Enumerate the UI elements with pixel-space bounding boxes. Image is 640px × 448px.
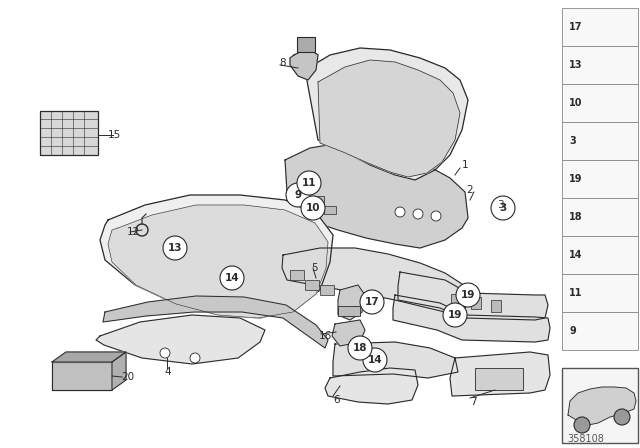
Text: 15: 15 bbox=[108, 130, 120, 140]
Bar bbox=[338, 306, 360, 316]
Bar bbox=[320, 285, 334, 295]
Text: 16: 16 bbox=[318, 331, 332, 341]
Circle shape bbox=[301, 196, 325, 220]
Bar bbox=[40, 111, 98, 155]
Polygon shape bbox=[108, 205, 328, 318]
Bar bbox=[324, 206, 336, 214]
Circle shape bbox=[413, 209, 423, 219]
Text: 358108: 358108 bbox=[567, 434, 604, 444]
Bar bbox=[312, 196, 324, 204]
Circle shape bbox=[491, 196, 515, 220]
Text: 18: 18 bbox=[353, 343, 367, 353]
Text: 13: 13 bbox=[569, 60, 582, 70]
Text: 5: 5 bbox=[312, 263, 318, 273]
Polygon shape bbox=[100, 195, 333, 318]
Circle shape bbox=[348, 336, 372, 360]
Bar bbox=[562, 46, 638, 84]
Polygon shape bbox=[338, 285, 365, 320]
Bar bbox=[491, 300, 501, 312]
Circle shape bbox=[360, 290, 384, 314]
Circle shape bbox=[456, 283, 480, 307]
Bar bbox=[471, 297, 481, 309]
Text: 8: 8 bbox=[280, 58, 286, 68]
Circle shape bbox=[443, 303, 467, 327]
Polygon shape bbox=[398, 272, 548, 320]
Circle shape bbox=[220, 266, 244, 290]
Bar bbox=[305, 280, 319, 290]
Polygon shape bbox=[96, 315, 265, 364]
Bar bbox=[562, 8, 638, 46]
Text: 17: 17 bbox=[365, 297, 380, 307]
Text: 19: 19 bbox=[461, 290, 475, 300]
Text: 9: 9 bbox=[569, 326, 576, 336]
Text: 4: 4 bbox=[164, 367, 172, 377]
Text: 20: 20 bbox=[122, 372, 134, 382]
Polygon shape bbox=[393, 295, 550, 342]
Polygon shape bbox=[290, 48, 318, 80]
Text: 14: 14 bbox=[368, 355, 382, 365]
Circle shape bbox=[363, 348, 387, 372]
Circle shape bbox=[431, 211, 441, 221]
Text: 11: 11 bbox=[301, 178, 316, 188]
Polygon shape bbox=[332, 320, 365, 346]
Text: 19: 19 bbox=[569, 174, 582, 184]
Text: 19: 19 bbox=[448, 310, 462, 320]
Bar bbox=[562, 368, 638, 443]
Polygon shape bbox=[318, 60, 460, 177]
Text: 7: 7 bbox=[470, 397, 476, 407]
Text: 14: 14 bbox=[569, 250, 582, 260]
Text: 11: 11 bbox=[569, 288, 582, 298]
Text: 18: 18 bbox=[569, 212, 582, 222]
Polygon shape bbox=[52, 352, 126, 362]
Polygon shape bbox=[282, 248, 468, 315]
Text: 2: 2 bbox=[467, 185, 474, 195]
Bar bbox=[562, 160, 638, 198]
Polygon shape bbox=[305, 48, 468, 180]
Text: 3: 3 bbox=[497, 200, 503, 210]
Bar bbox=[562, 198, 638, 236]
Polygon shape bbox=[52, 362, 112, 390]
Bar bbox=[475, 368, 523, 390]
Bar bbox=[451, 294, 461, 306]
Polygon shape bbox=[450, 352, 550, 396]
Bar bbox=[562, 122, 638, 160]
Circle shape bbox=[286, 183, 310, 207]
Text: 13: 13 bbox=[168, 243, 182, 253]
Text: 10: 10 bbox=[569, 98, 582, 108]
Circle shape bbox=[190, 353, 200, 363]
Bar bbox=[562, 84, 638, 122]
Bar bbox=[290, 270, 304, 280]
Text: 3: 3 bbox=[569, 136, 576, 146]
Polygon shape bbox=[333, 342, 458, 378]
Circle shape bbox=[163, 236, 187, 260]
Polygon shape bbox=[325, 368, 418, 404]
Polygon shape bbox=[568, 387, 636, 425]
Text: 9: 9 bbox=[294, 190, 301, 200]
Polygon shape bbox=[103, 296, 328, 348]
Text: 6: 6 bbox=[333, 395, 340, 405]
Text: 14: 14 bbox=[225, 273, 239, 283]
Text: 1: 1 bbox=[461, 160, 468, 170]
Circle shape bbox=[614, 409, 630, 425]
Polygon shape bbox=[285, 143, 468, 248]
Bar bbox=[562, 312, 638, 350]
Circle shape bbox=[574, 417, 590, 433]
Text: 12: 12 bbox=[126, 227, 140, 237]
Bar bbox=[297, 37, 315, 52]
Text: 10: 10 bbox=[306, 203, 320, 213]
Circle shape bbox=[160, 348, 170, 358]
Bar bbox=[562, 274, 638, 312]
Bar bbox=[300, 186, 312, 194]
Text: 17: 17 bbox=[569, 22, 582, 32]
Text: 3: 3 bbox=[499, 203, 507, 213]
Polygon shape bbox=[112, 352, 126, 390]
Circle shape bbox=[297, 171, 321, 195]
Circle shape bbox=[395, 207, 405, 217]
Bar bbox=[562, 236, 638, 274]
